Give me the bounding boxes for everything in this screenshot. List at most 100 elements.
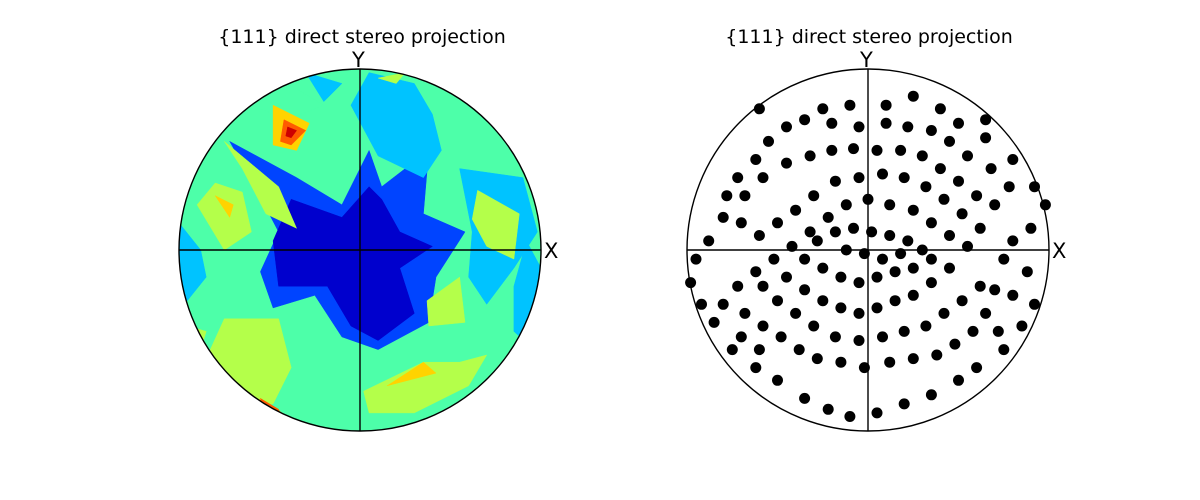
scatter-point-132 bbox=[799, 253, 811, 265]
scatter-point-117 bbox=[817, 295, 829, 307]
scatter-point-107 bbox=[898, 325, 910, 337]
scatter-point-16 bbox=[1016, 320, 1028, 332]
scatter-point-61 bbox=[757, 172, 769, 184]
scatter-point-142 bbox=[858, 248, 870, 260]
scatter-point-63 bbox=[735, 217, 747, 229]
scatter-point-11 bbox=[1025, 222, 1037, 234]
scatter-point-8 bbox=[1007, 154, 1019, 165]
scatter-point-31 bbox=[685, 277, 697, 289]
scatter-point-93 bbox=[811, 353, 823, 365]
scatter-point-81 bbox=[862, 193, 874, 205]
scatter-point-90 bbox=[757, 320, 769, 332]
scatter-point-130 bbox=[835, 271, 847, 283]
scatter-plot: {111} direct stereo projection X Y bbox=[685, 26, 1066, 432]
scatter-point-82 bbox=[840, 199, 852, 211]
scatter-point-113 bbox=[772, 295, 783, 307]
scatter-y-label: Y bbox=[859, 48, 873, 72]
scatter-point-58 bbox=[826, 144, 838, 156]
scatter-point-98 bbox=[931, 349, 943, 361]
scatter-point-72 bbox=[920, 181, 932, 193]
scatter-point-3 bbox=[880, 99, 892, 111]
scatter-point-55 bbox=[895, 144, 907, 156]
scatter-point-42 bbox=[853, 121, 865, 133]
scatter-point-137 bbox=[884, 230, 896, 241]
scatter-point-59 bbox=[804, 150, 816, 162]
scatter-point-88 bbox=[732, 280, 744, 292]
scatter-point-62 bbox=[739, 190, 751, 202]
contour-y-label: Y bbox=[351, 48, 365, 72]
scatter-point-20 bbox=[925, 389, 937, 401]
scatter-point-128 bbox=[871, 271, 883, 283]
scatter-point-52 bbox=[953, 175, 964, 187]
contour-region-level-5-18 bbox=[386, 361, 437, 387]
scatter-point-124 bbox=[944, 262, 955, 274]
scatter-point-7 bbox=[980, 132, 992, 144]
scatter-point-94 bbox=[835, 356, 847, 368]
scatter-point-14 bbox=[1021, 266, 1033, 278]
contour-region-level-2-6 bbox=[179, 222, 207, 305]
scatter-point-86 bbox=[768, 253, 780, 265]
scatter-point-144 bbox=[753, 344, 765, 356]
scatter-point-41 bbox=[826, 117, 838, 129]
scatter-point-2 bbox=[844, 99, 856, 111]
scatter-point-143 bbox=[840, 244, 852, 256]
scatter-point-141 bbox=[877, 253, 888, 265]
scatter-point-54 bbox=[916, 150, 928, 162]
scatter-point-39 bbox=[781, 121, 792, 133]
scatter-point-125 bbox=[925, 253, 937, 265]
scatter-point-56 bbox=[871, 144, 883, 156]
scatter-point-48 bbox=[985, 163, 997, 175]
scatter-point-1 bbox=[817, 103, 829, 115]
scatter-point-133 bbox=[811, 235, 823, 247]
scatter-point-5 bbox=[934, 103, 946, 115]
scatter-point-140 bbox=[895, 248, 907, 260]
scatter-point-35 bbox=[721, 190, 733, 202]
scatter-point-69 bbox=[853, 172, 865, 184]
scatter-point-4 bbox=[907, 90, 919, 102]
scatter-point-34 bbox=[717, 211, 729, 223]
scatter-point-105 bbox=[938, 307, 950, 319]
scatter-point-43 bbox=[880, 117, 892, 129]
scatter-point-77 bbox=[944, 230, 955, 241]
scatter-point-121 bbox=[889, 295, 901, 307]
scatter-point-24 bbox=[822, 403, 834, 415]
scatter-primitive-circle bbox=[686, 68, 1050, 432]
scatter-point-139 bbox=[916, 244, 928, 256]
scatter-point-29 bbox=[708, 316, 720, 328]
scatter-points bbox=[685, 90, 1051, 422]
scatter-point-95 bbox=[858, 362, 870, 374]
scatter-point-87 bbox=[750, 266, 762, 278]
scatter-point-78 bbox=[925, 217, 937, 229]
scatter-point-32 bbox=[690, 253, 702, 265]
contour-region-level-4-11 bbox=[471, 189, 520, 260]
scatter-point-119 bbox=[853, 307, 865, 319]
contour-plot: {111} direct stereo projection X Y bbox=[178, 26, 558, 432]
scatter-point-138 bbox=[902, 235, 914, 247]
scatter-point-73 bbox=[938, 193, 950, 205]
scatter-point-96 bbox=[884, 356, 896, 368]
scatter-point-28 bbox=[726, 344, 738, 356]
scatter-point-71 bbox=[898, 172, 910, 184]
scatter-point-148 bbox=[992, 325, 1004, 337]
scatter-point-25 bbox=[799, 392, 811, 404]
scatter-point-136 bbox=[866, 226, 878, 238]
scatter-x-label: X bbox=[1052, 239, 1066, 263]
scatter-point-101 bbox=[980, 307, 992, 319]
scatter-point-99 bbox=[949, 338, 961, 350]
scatter-point-40 bbox=[799, 114, 811, 126]
contour-region-level-7-22 bbox=[285, 126, 297, 139]
scatter-point-149 bbox=[980, 114, 992, 126]
scatter-point-103 bbox=[974, 280, 986, 292]
scatter-point-115 bbox=[781, 271, 792, 283]
contour-region-level-4-13 bbox=[363, 354, 488, 414]
scatter-point-83 bbox=[822, 211, 834, 223]
scatter-point-17 bbox=[998, 344, 1010, 356]
scatter-point-57 bbox=[848, 143, 859, 155]
contour-primitive-circle bbox=[178, 68, 542, 432]
contour-plot-title: {111} direct stereo projection bbox=[218, 26, 506, 48]
scatter-point-104 bbox=[956, 295, 968, 307]
scatter-point-65 bbox=[772, 217, 783, 229]
scatter-point-38 bbox=[763, 135, 774, 147]
scatter-point-106 bbox=[920, 320, 932, 332]
scatter-point-46 bbox=[944, 135, 955, 147]
